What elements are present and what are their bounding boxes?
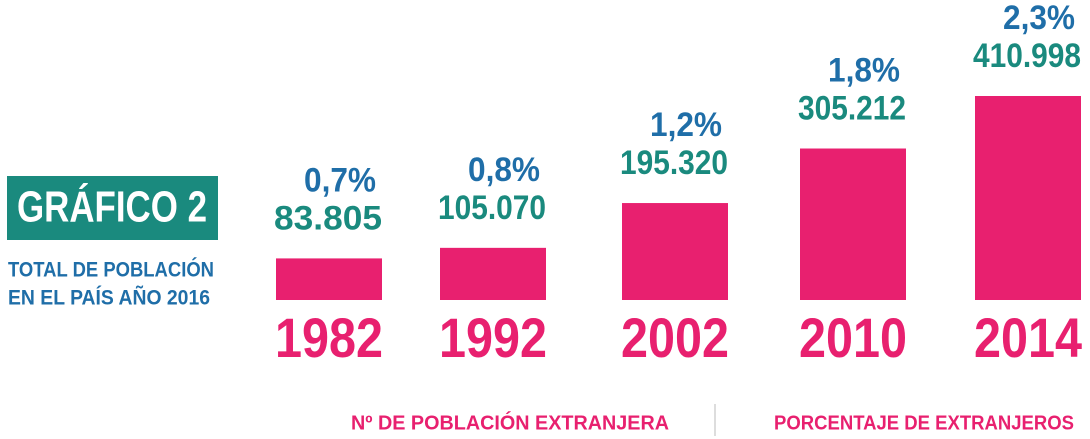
value-label: 83.805 bbox=[274, 199, 382, 237]
x-tick-label: 1982 bbox=[275, 306, 383, 369]
percent-label: 0,8% bbox=[468, 151, 540, 189]
subtitle: TOTAL DE POBLACIÓN bbox=[8, 258, 214, 282]
bar bbox=[800, 148, 906, 300]
x-tick-label: 2002 bbox=[621, 306, 729, 369]
x-tick-label: 2014 bbox=[974, 306, 1082, 369]
legend-label: Nº DE POBLACIÓN EXTRANJERA bbox=[351, 410, 669, 434]
percent-label: 1,8% bbox=[828, 51, 900, 89]
percent-label: 0,7% bbox=[304, 161, 376, 199]
x-tick-label: 2010 bbox=[799, 306, 907, 369]
subtitle: EN EL PAÍS AÑO 2016 bbox=[8, 287, 210, 310]
bar bbox=[622, 203, 728, 300]
bar bbox=[276, 258, 382, 300]
percent-label: 2,3% bbox=[1003, 0, 1075, 37]
x-tick-label: 1992 bbox=[439, 306, 547, 369]
value-label: 195.320 bbox=[620, 144, 728, 182]
chart-title: GRÁFICO 2 bbox=[17, 182, 207, 232]
bar bbox=[975, 96, 1081, 300]
bar bbox=[440, 247, 546, 300]
percent-label: 1,2% bbox=[650, 106, 722, 144]
title-box bbox=[7, 176, 218, 240]
value-label: 410.998 bbox=[973, 37, 1081, 75]
legend-label: PORCENTAJE DE EXTRANJEROS bbox=[774, 412, 1074, 434]
value-label: 105.070 bbox=[438, 189, 546, 227]
value-label: 305.212 bbox=[798, 89, 906, 127]
